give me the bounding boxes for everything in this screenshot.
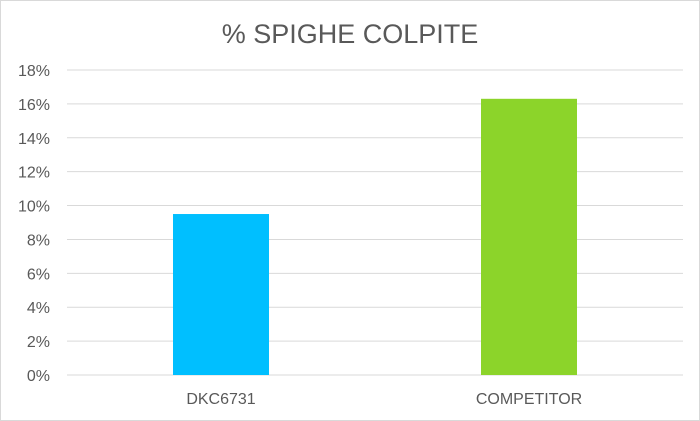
x-category-label: DKC6731 <box>186 391 255 408</box>
bars <box>173 98 577 376</box>
y-tick-label: 18% <box>18 63 50 80</box>
y-tick-label: 12% <box>18 165 50 182</box>
bar-competitor <box>481 98 577 376</box>
y-axis-tick-labels: 0% 2% 4% 6% 8% 10% 12% 14% 16% 18% <box>18 63 50 385</box>
x-axis-category-labels: DKC6731 COMPETITOR <box>186 391 582 408</box>
y-tick-label: 6% <box>27 266 50 283</box>
y-tick-label: 14% <box>18 131 50 148</box>
x-category-label: COMPETITOR <box>476 391 582 408</box>
bar-dkc6731 <box>173 214 269 375</box>
chart-title: % SPIGHE COLPITE <box>222 19 479 49</box>
y-tick-label: 0% <box>27 368 50 385</box>
y-tick-label: 4% <box>27 300 50 317</box>
y-tick-label: 10% <box>18 199 50 216</box>
y-tick-label: 16% <box>18 97 50 114</box>
y-tick-label: 2% <box>27 334 50 351</box>
y-tick-label: 8% <box>27 232 50 249</box>
gridlines <box>67 69 683 376</box>
